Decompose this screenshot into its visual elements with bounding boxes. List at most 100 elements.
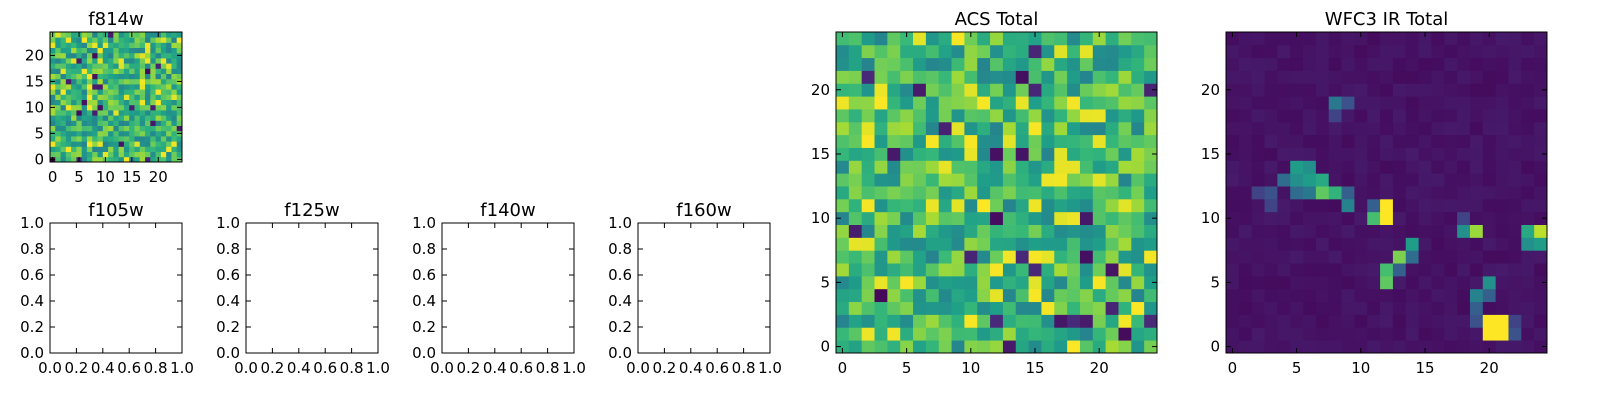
heatmap-cell xyxy=(1264,250,1278,264)
heatmap-cell xyxy=(166,63,172,69)
heatmap-cell xyxy=(887,237,901,251)
heatmap-cell xyxy=(1495,211,1509,225)
heatmap-cell xyxy=(1015,263,1029,277)
heatmap-cell xyxy=(1392,57,1407,71)
heatmap-cell xyxy=(1238,275,1253,290)
heatmap-cell xyxy=(964,263,978,277)
heatmap-cell xyxy=(977,134,991,148)
heatmap-cell xyxy=(861,237,875,251)
heatmap-cell xyxy=(1226,186,1240,200)
heatmap-cell xyxy=(139,47,146,54)
heatmap-cell xyxy=(92,63,98,69)
heatmap-cell xyxy=(1238,288,1253,303)
heatmap-cell xyxy=(1482,340,1497,354)
heatmap-cell xyxy=(86,58,93,64)
heatmap-cell xyxy=(1444,198,1458,213)
heatmap-cell xyxy=(1144,173,1158,187)
heatmap-cell xyxy=(71,78,77,85)
heatmap-cell xyxy=(1405,224,1419,238)
heatmap-cell xyxy=(900,198,914,213)
heatmap-cell xyxy=(86,146,93,152)
heatmap-cell xyxy=(1092,224,1107,238)
x-tick-label: 1.0 xyxy=(366,359,390,377)
heatmap-cell xyxy=(990,44,1004,59)
heatmap-cell xyxy=(1002,198,1017,213)
heatmap-cells xyxy=(1226,32,1548,354)
heatmap-cell xyxy=(129,141,135,147)
heatmap-cell xyxy=(1092,57,1107,71)
heatmap-cell xyxy=(848,301,863,315)
heatmap-cell xyxy=(1028,237,1042,251)
heatmap-cell xyxy=(92,94,98,100)
heatmap-cell xyxy=(1251,160,1265,174)
heatmap-cell xyxy=(1002,160,1017,174)
heatmap-cell xyxy=(964,83,978,97)
y-tick-label: 20 xyxy=(25,46,44,64)
heatmap-cell xyxy=(97,125,104,132)
heatmap-cell xyxy=(1144,83,1158,97)
heatmap-cell xyxy=(990,173,1004,187)
heatmap-cell xyxy=(123,146,130,152)
heatmap-cell xyxy=(1405,147,1419,161)
heatmap-cell xyxy=(123,110,130,116)
heatmap-cell xyxy=(65,110,72,116)
heatmap-cell xyxy=(848,198,863,213)
heatmap-cell xyxy=(1521,250,1535,264)
heatmap-cell xyxy=(134,63,141,69)
heatmap-cell xyxy=(900,57,914,71)
heatmap-cell xyxy=(913,198,927,213)
heatmap-cell xyxy=(81,78,88,85)
heatmap-cell xyxy=(150,42,156,48)
heatmap-cell xyxy=(1469,160,1484,174)
heatmap-cell xyxy=(1144,224,1158,238)
heatmap-cell xyxy=(1002,314,1017,328)
heatmap-cell xyxy=(139,63,146,69)
heatmap-cell xyxy=(1118,147,1132,161)
heatmap-cell xyxy=(1431,32,1445,46)
heatmap-cell xyxy=(887,327,901,341)
heatmap-cell xyxy=(1105,198,1119,213)
heatmap-cell xyxy=(129,99,135,106)
heatmap-cell xyxy=(874,57,888,71)
heatmap-cell xyxy=(155,94,162,100)
heatmap-cell xyxy=(1118,173,1132,187)
heatmap-cell xyxy=(1341,275,1355,290)
heatmap-cell xyxy=(951,44,965,59)
heatmap-cell xyxy=(86,136,93,142)
heatmap-cell xyxy=(123,156,130,163)
x-tick-label: 5 xyxy=(74,168,84,186)
heatmap-cell xyxy=(118,146,125,152)
heatmap-cell xyxy=(900,121,914,136)
heatmap-cell xyxy=(1457,160,1471,174)
heatmap-cell xyxy=(118,78,125,85)
heatmap-cell xyxy=(1341,109,1355,123)
heatmap-cell xyxy=(166,151,172,158)
heatmap-cell xyxy=(55,110,61,116)
heatmap-cell xyxy=(1079,224,1094,238)
heatmap-cell xyxy=(155,151,162,158)
heatmap-cell xyxy=(1380,263,1394,277)
x-tick-label: 0.2 xyxy=(64,359,88,377)
heatmap-cell xyxy=(1457,32,1471,46)
heatmap-cell xyxy=(1380,160,1394,174)
heatmap-cell xyxy=(977,173,991,187)
heatmap-cell xyxy=(118,32,125,38)
heatmap-cell xyxy=(155,110,162,116)
heatmap-cell xyxy=(913,121,927,136)
y-tick-label: 0.2 xyxy=(412,318,436,336)
heatmap-cell xyxy=(160,146,167,152)
heatmap-cell xyxy=(1238,340,1253,354)
heatmap-cell xyxy=(1277,96,1291,110)
heatmap-cell xyxy=(964,211,978,225)
heatmap-cell xyxy=(50,125,56,132)
heatmap-cell xyxy=(1508,44,1522,59)
heatmap-cell xyxy=(1418,57,1432,71)
heatmap-cell xyxy=(1469,237,1484,251)
heatmap-cell xyxy=(139,130,146,137)
heatmap-cell xyxy=(60,84,67,90)
heatmap-cell xyxy=(1226,224,1240,238)
heatmap-cell xyxy=(1405,109,1419,123)
heatmap-cell xyxy=(1131,70,1145,84)
heatmap-cell xyxy=(1315,32,1330,46)
heatmap-cell xyxy=(81,130,88,137)
